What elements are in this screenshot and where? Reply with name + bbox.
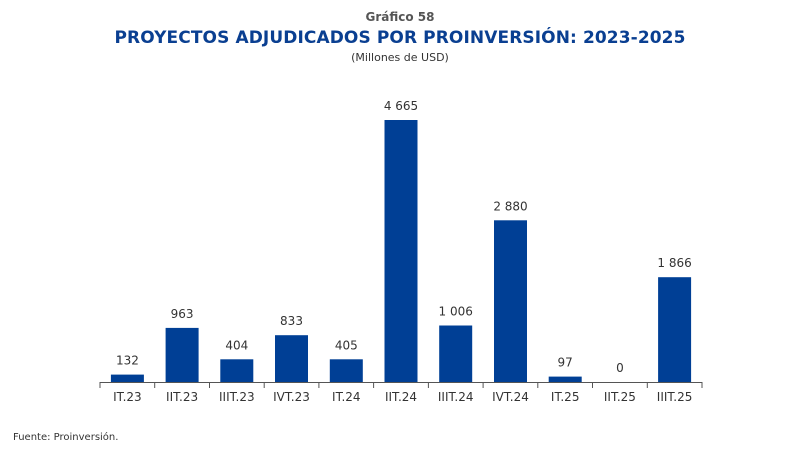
value-label: 132 [116, 354, 139, 368]
value-label: 0 [616, 361, 624, 375]
value-label: 404 [225, 338, 248, 352]
bar-it-25 [548, 376, 582, 382]
bar-ivt-24 [494, 220, 527, 382]
value-label: 4 665 [384, 99, 418, 113]
x-tick-label: IT.23 [113, 390, 142, 404]
chart-subtitle: (Millones de USD) [351, 51, 449, 64]
value-label: 833 [280, 314, 303, 328]
bar-iit-24 [384, 120, 418, 382]
x-tick-label: IT.24 [332, 390, 361, 404]
chart-kicker: Gráfico 58 [365, 10, 435, 24]
x-tick-labels-group: IT.23 IIT.23 IIIT.23 IVT.23 IT.24 IIT.24 IIIT.… [113, 390, 692, 404]
bar-it-24 [329, 359, 363, 382]
value-label: 2 880 [493, 199, 527, 213]
bar-ivt-23 [275, 335, 308, 382]
x-tick-label: IIIT.25 [657, 390, 693, 404]
x-tick-label: IT.25 [551, 390, 580, 404]
x-tick-label: IIIT.24 [438, 390, 474, 404]
chart-title: PROYECTOS ADJUDICADOS POR PROINVERSIÓN: … [114, 28, 686, 48]
bar-iiit-25 [658, 277, 692, 382]
x-tick-label: IVT.23 [273, 390, 310, 404]
value-label: 405 [335, 338, 358, 352]
value-label: 97 [558, 356, 573, 370]
source-note: Fuente: Proinversión. [13, 432, 119, 443]
value-label: 1 866 [657, 256, 691, 270]
value-labels-group: 132 963 404 833 405 4 665 1 006 2 880 97 0 1 866 [116, 99, 692, 375]
bar-iiit-24 [439, 325, 473, 382]
x-tick-label: IIT.23 [166, 390, 198, 404]
x-axis [99, 382, 703, 388]
bar-it-23 [110, 374, 144, 382]
x-tick-label: IIIT.23 [219, 390, 255, 404]
x-tick-label: IIT.25 [604, 390, 636, 404]
bars-group [110, 120, 692, 382]
bar-iit-23 [165, 327, 199, 382]
bar-iiit-23 [220, 359, 254, 382]
x-tick-label: IIT.24 [385, 390, 417, 404]
value-label: 963 [171, 307, 194, 321]
value-label: 1 006 [439, 305, 473, 319]
x-tick-label: IVT.24 [492, 390, 529, 404]
